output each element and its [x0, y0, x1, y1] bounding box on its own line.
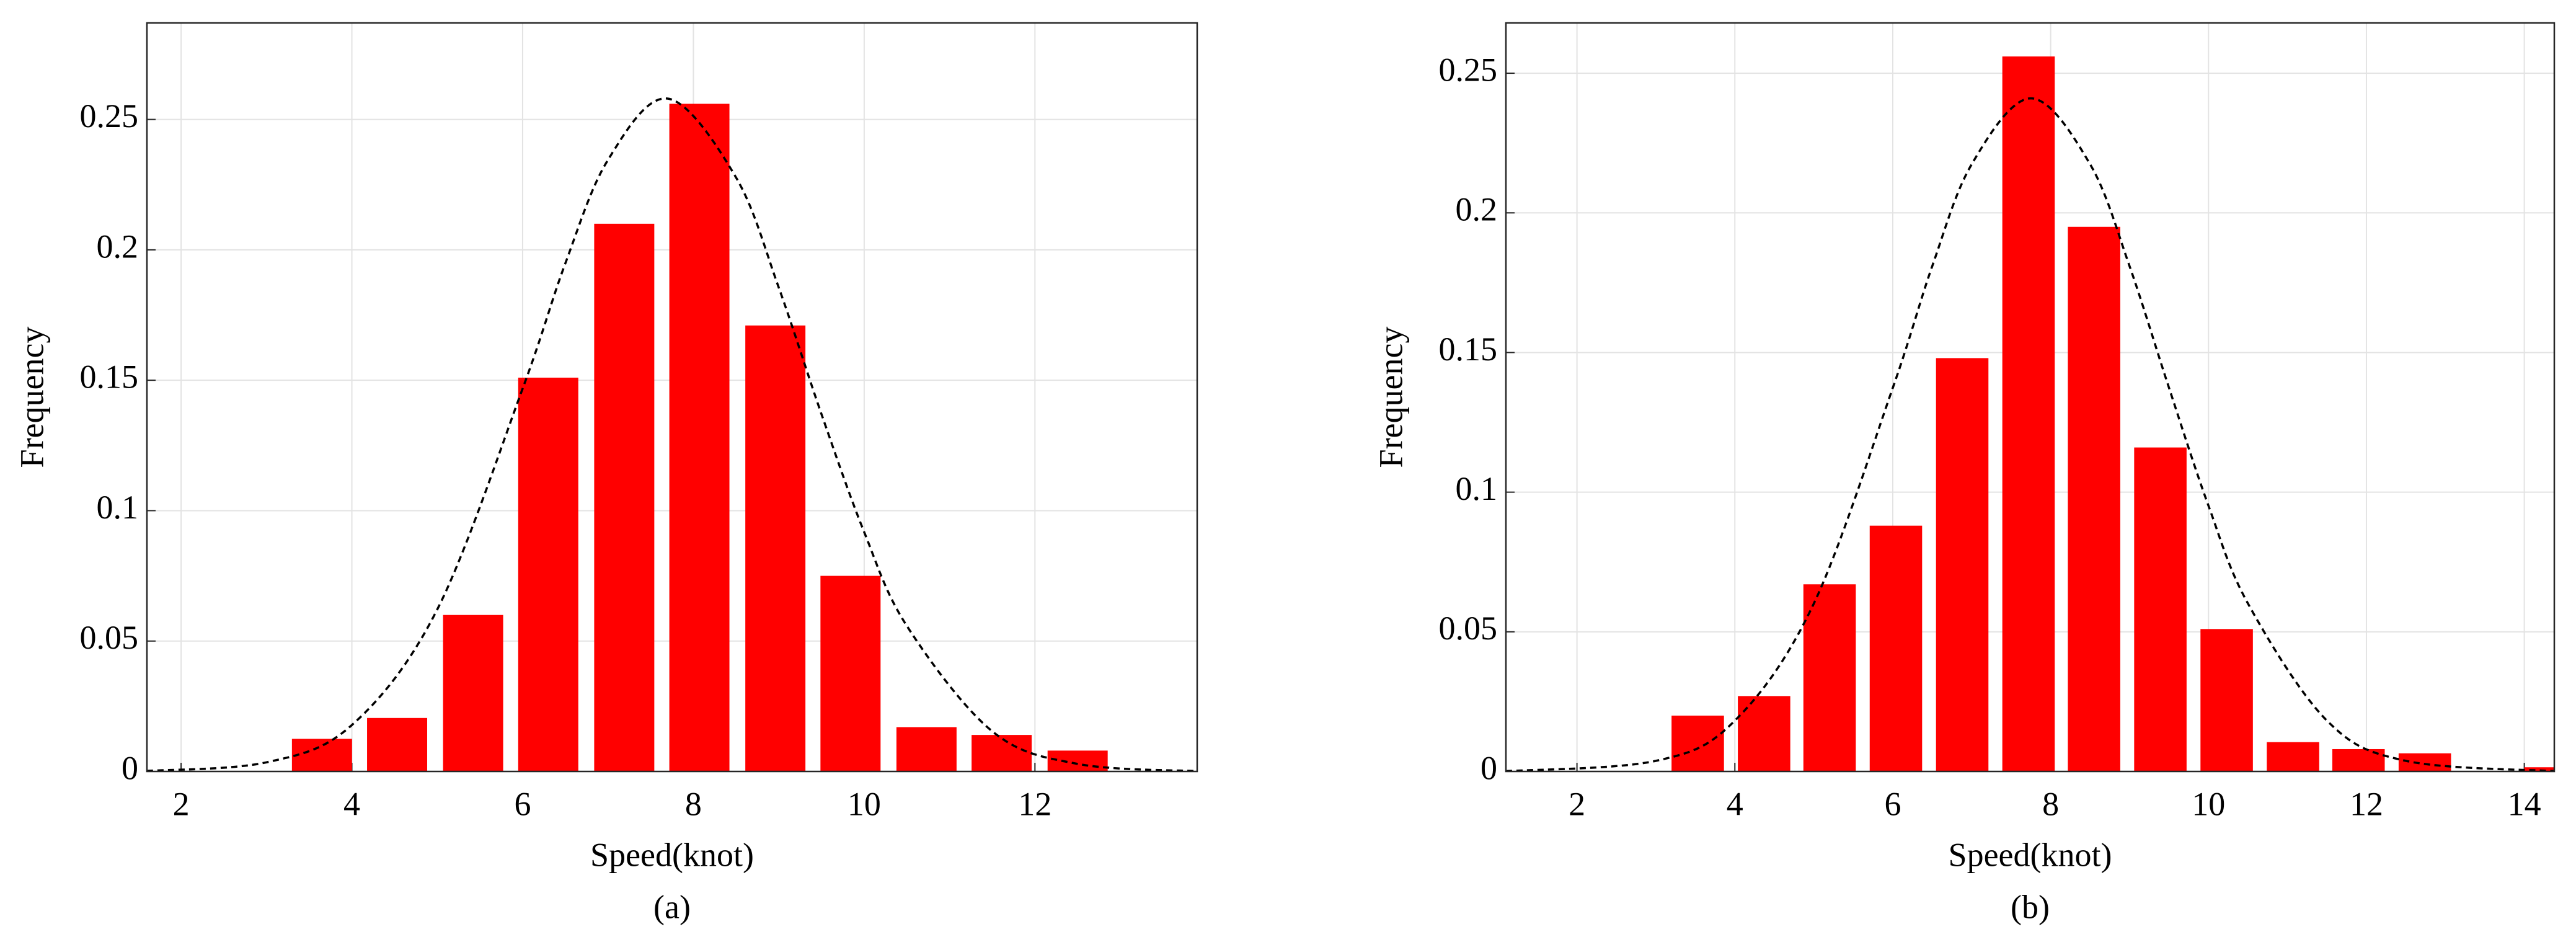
caption: (b) — [2011, 888, 2050, 925]
y-tick-label: 0 — [122, 749, 138, 786]
bar — [2134, 447, 2187, 771]
bar — [291, 739, 352, 771]
chart: 2 4 6 8 10 12 14 0 0.05 0.1 0.15 0.2 0.25 Speed(knot)… — [1372, 22, 2556, 925]
bar — [1803, 584, 1856, 771]
y-tick-label: 0.1 — [1456, 470, 1498, 507]
bar — [367, 718, 428, 771]
bar — [518, 377, 578, 771]
y-axis-label: Frequency — [13, 327, 50, 468]
plot-area — [1506, 56, 2554, 771]
x-tick-label: 4 — [343, 785, 360, 822]
bar — [1869, 525, 1923, 771]
y-tick-label: 0.25 — [1439, 51, 1498, 88]
bar — [1047, 750, 1108, 771]
bar — [2068, 226, 2120, 771]
x-tick-label: 10 — [2192, 785, 2225, 822]
bar — [594, 223, 655, 771]
bar — [2524, 767, 2554, 771]
bar — [972, 735, 1032, 771]
x-tick-label: 4 — [1727, 785, 1743, 822]
y-axis-label: Frequency — [1372, 327, 1409, 468]
bar — [2267, 742, 2319, 771]
x-tick-label: 2 — [1569, 785, 1585, 822]
y-tick-label: 0.2 — [1456, 191, 1498, 228]
chart: 2 4 6 8 10 12 0 0.05 0.1 0.15 0.2 0.25 Speed(knot) Fr… — [13, 22, 1198, 925]
y-tick-label: 0.05 — [80, 619, 139, 656]
x-axis-label: Speed(knot) — [1949, 836, 2112, 873]
y-tick-label: 0.15 — [80, 358, 139, 396]
y-tick-label: 0.05 — [1439, 610, 1498, 647]
x-tick-label: 8 — [2042, 785, 2059, 822]
bar — [1671, 715, 1724, 771]
bar — [1738, 696, 1790, 771]
x-tick-label: 10 — [848, 785, 881, 822]
bar — [2002, 56, 2055, 771]
x-tick-label: 12 — [2350, 785, 2383, 822]
y-tick-label: 0.2 — [97, 228, 139, 265]
bar — [896, 727, 957, 771]
x-tick-label: 12 — [1018, 785, 1051, 822]
bar — [2200, 629, 2253, 771]
x-tick-label: 6 — [514, 785, 531, 822]
y-tick-label: 0 — [1481, 749, 1497, 786]
y-tick-label: 0.1 — [97, 489, 139, 526]
bar — [443, 615, 503, 771]
bar — [669, 104, 730, 771]
bar — [1936, 358, 1989, 771]
bar — [745, 325, 806, 771]
bar — [2398, 753, 2451, 771]
x-axis-label: Speed(knot) — [590, 836, 754, 873]
plot-area — [147, 97, 1197, 771]
plot-frame — [146, 22, 1198, 773]
caption: (a) — [653, 888, 691, 925]
fit-curve — [147, 97, 1197, 771]
bar — [820, 575, 881, 771]
y-tick-label: 0.15 — [1439, 331, 1498, 368]
y-tick-label: 0.25 — [80, 97, 139, 135]
x-tick-label: 14 — [2508, 785, 2541, 822]
x-tick-label: 6 — [1884, 785, 1901, 822]
x-tick-label: 8 — [685, 785, 702, 822]
plot-frame — [1505, 22, 2556, 773]
x-tick-label: 2 — [173, 785, 190, 822]
